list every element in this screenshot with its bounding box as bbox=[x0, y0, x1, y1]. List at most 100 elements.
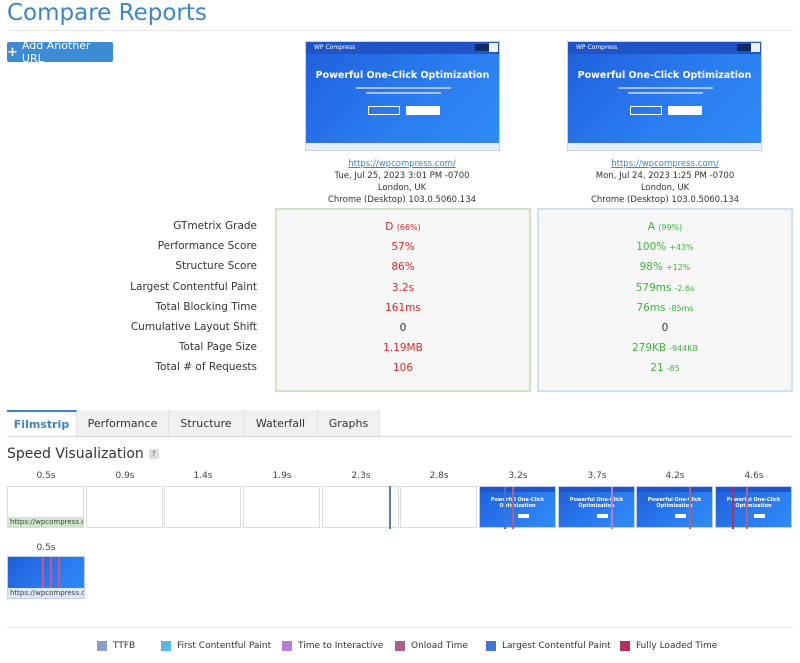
screenshot-brand: WP Compress bbox=[314, 44, 356, 51]
frame-time: 1.4s bbox=[193, 471, 213, 481]
grade-value: D (66%) bbox=[385, 221, 421, 233]
report-b-url[interactable]: https://wpcompress.com/ bbox=[611, 159, 719, 169]
frame-time: 2.3s bbox=[351, 471, 371, 481]
add-url-label: Add Another URL bbox=[21, 39, 91, 65]
frame-url: https://wpcompress.com/ bbox=[8, 588, 84, 598]
delta: -85 bbox=[666, 364, 680, 374]
help-icon[interactable]: ? bbox=[148, 449, 159, 459]
metric-label: Total Page Size bbox=[178, 341, 257, 354]
report-a-location: London, UK bbox=[377, 183, 427, 193]
filmstrip-row-a: https://wpcompress.com... Powerful One-C… bbox=[7, 486, 793, 529]
legend-item-fcp: First Contentful Paint bbox=[161, 641, 271, 651]
onload-marker bbox=[746, 487, 748, 529]
frame-time: 1.9s bbox=[272, 471, 292, 481]
filmstrip-frame[interactable]: Powerful One-Click Optimization bbox=[715, 486, 792, 529]
speed-visualization-title: Speed Visualization? bbox=[7, 446, 159, 462]
frame-time: 0.9s bbox=[115, 471, 135, 481]
metric-label: Total # of Requests bbox=[155, 361, 257, 374]
screenshot-headline: Powerful One-Click Optimization bbox=[577, 70, 752, 81]
frame-url: https://wpcompress.com... bbox=[8, 517, 83, 527]
frame-time: 3.7s bbox=[587, 471, 607, 481]
timing-legend: TTFB First Contentful Paint Time to Inte… bbox=[0, 641, 800, 655]
timeline-marker bbox=[389, 486, 391, 529]
plus-icon: + bbox=[7, 44, 18, 60]
filmstrip-frame[interactable]: https://wpcompress.com... bbox=[7, 486, 84, 528]
lcp-value: 3.2s bbox=[391, 281, 415, 294]
tti-marker bbox=[58, 557, 60, 590]
frame-time: 2.8s bbox=[429, 471, 449, 481]
report-a-meta: https://wpcompress.com/ Tue, Jul 25, 202… bbox=[292, 158, 512, 206]
metric-labels: GTmetrix Grade Performance Score Structu… bbox=[60, 220, 257, 382]
requests-value: 106 bbox=[392, 362, 414, 375]
delta: -85ms bbox=[668, 303, 694, 313]
delta: -2.6s bbox=[674, 283, 695, 293]
cls-value: 0 bbox=[661, 321, 669, 334]
performance-value: 100% +43% bbox=[636, 241, 694, 254]
onload-marker bbox=[50, 557, 52, 590]
filmstrip-frame[interactable]: Powerful One-Click Optimization bbox=[636, 486, 713, 529]
frame-headline: Powerful One-Click Optimization bbox=[647, 497, 702, 509]
page-size-value: 1.19MB bbox=[383, 342, 423, 355]
report-a-date: Tue, Jul 25, 2023 3:01 PM -0700 bbox=[334, 171, 470, 181]
metric-label: GTmetrix Grade bbox=[173, 220, 257, 232]
report-b-screenshot[interactable]: WP Compress Powerful One-Click Optimizat… bbox=[567, 41, 762, 151]
lcp-swatch-icon bbox=[486, 641, 496, 651]
tti-marker bbox=[611, 487, 613, 529]
metric-label: Total Blocking Time bbox=[155, 300, 257, 313]
tab-structure[interactable]: Structure bbox=[169, 410, 244, 436]
title-divider bbox=[7, 30, 793, 31]
screenshot-brand: WP Compress bbox=[576, 44, 618, 51]
legend-item-onload: Onload Time bbox=[395, 641, 468, 651]
tbt-value: 76ms -85ms bbox=[636, 301, 694, 314]
grade-value: A (99%) bbox=[647, 221, 683, 233]
delta: +12% bbox=[665, 263, 691, 273]
lcp-value: 579ms -2.6s bbox=[635, 281, 695, 294]
filmstrip-frame[interactable] bbox=[86, 486, 163, 528]
tab-performance[interactable]: Performance bbox=[77, 410, 169, 436]
metric-label: Largest Contentful Paint bbox=[130, 280, 257, 293]
filmstrip-times: 0.5s 0.9s 1.4s 1.9s 2.3s 2.8s 3.2s 3.7s … bbox=[7, 471, 793, 483]
onload-swatch-icon bbox=[395, 641, 405, 651]
metric-label: Structure Score bbox=[175, 260, 257, 273]
report-a-browser: Chrome (Desktop) 103.0.5060.134 bbox=[327, 195, 477, 205]
add-url-button[interactable]: + Add Another URL bbox=[7, 39, 113, 65]
tab-waterfall[interactable]: Waterfall bbox=[244, 410, 318, 436]
frame-time: 4.6s bbox=[744, 471, 764, 481]
legend-item-fully-loaded: Fully Loaded Time bbox=[620, 641, 717, 651]
tab-graphs[interactable]: Graphs bbox=[318, 410, 380, 436]
metric-label: Performance Score bbox=[157, 240, 257, 253]
cls-value: 0 bbox=[399, 321, 407, 334]
requests-value: 21 -85 bbox=[650, 362, 680, 375]
filmstrip-frame[interactable]: Powerful One-Click Optimization bbox=[558, 486, 635, 529]
filmstrip-frame-b[interactable]: https://wpcompress.com/ bbox=[7, 556, 85, 599]
legend-item-lcp: Largest Contentful Paint bbox=[486, 641, 611, 651]
report-a-screenshot[interactable]: WP Compress Powerful One-Click Optimizat… bbox=[305, 41, 500, 151]
report-b-browser: Chrome (Desktop) 103.0.5060.134 bbox=[590, 195, 740, 205]
frame-headline: Powerful One-Click Optimization bbox=[726, 497, 781, 509]
screenshot-headline: Powerful One-Click Optimization bbox=[315, 70, 490, 81]
filmstrip-frame[interactable] bbox=[164, 486, 241, 528]
fully-loaded-marker bbox=[732, 487, 734, 529]
report-a-url[interactable]: https://wpcompress.com/ bbox=[348, 159, 456, 169]
tab-filmstrip[interactable]: Filmstrip bbox=[7, 410, 77, 436]
structure-value: 86% bbox=[391, 261, 415, 274]
delta: +43% bbox=[669, 243, 694, 253]
report-b-date: Mon, Jul 24, 2023 1:25 PM -0700 bbox=[595, 171, 735, 181]
fcp-swatch-icon bbox=[161, 641, 171, 651]
ttfb-swatch-icon bbox=[97, 641, 107, 651]
tti-swatch-icon bbox=[282, 641, 292, 651]
frame-headline: Powerful One-Click Optimization bbox=[569, 497, 624, 509]
report-b-meta: https://wpcompress.com/ Mon, Jul 24, 202… bbox=[555, 158, 775, 206]
filmstrip-frame[interactable] bbox=[400, 486, 477, 528]
onload-marker bbox=[512, 487, 514, 529]
frame-time: 0.5s bbox=[36, 543, 56, 553]
frame-time: 3.2s bbox=[508, 471, 528, 481]
page-title: Compare Reports bbox=[7, 0, 207, 26]
page-size-value: 279KB -944KB bbox=[631, 342, 699, 355]
filmstrip-frame[interactable] bbox=[243, 486, 320, 528]
filmstrip-frame[interactable]: Powerful One-Click Optimization bbox=[479, 486, 556, 529]
report-tabs: Filmstrip Performance Structure Waterfal… bbox=[7, 410, 793, 437]
filmstrip-frame[interactable] bbox=[322, 486, 399, 528]
frame-time: 0.5s bbox=[36, 471, 56, 481]
tbt-value: 161ms bbox=[385, 301, 421, 314]
